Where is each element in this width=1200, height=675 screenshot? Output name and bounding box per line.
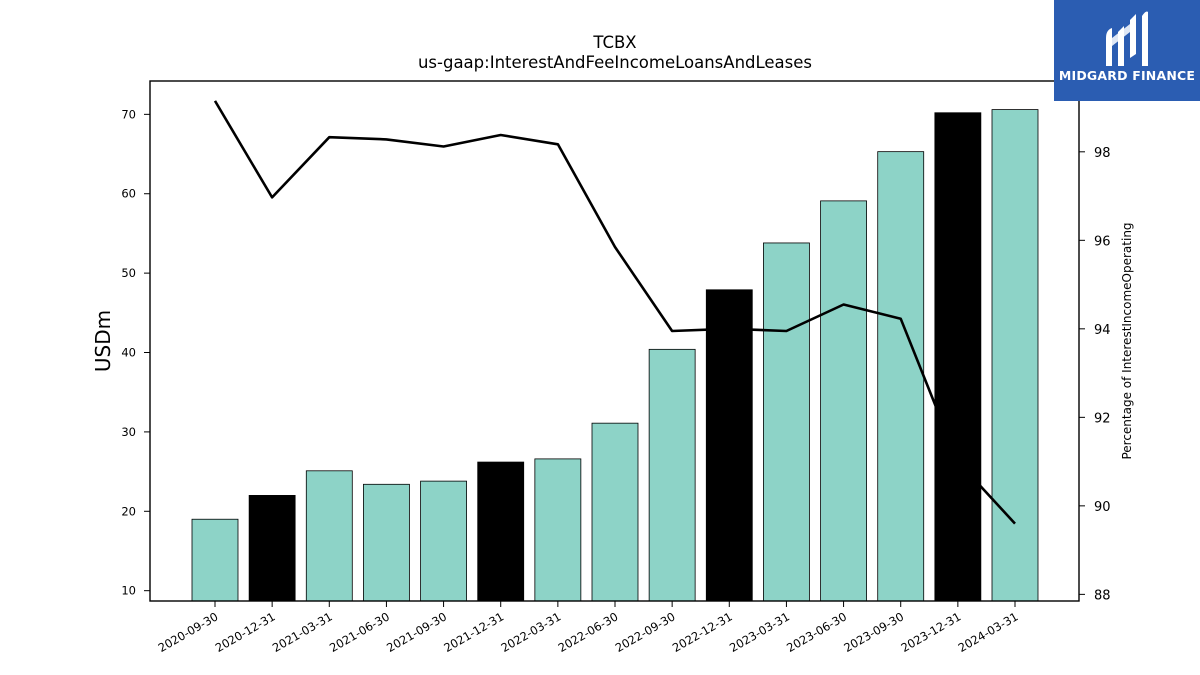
x-tick-label: 2023-06-30 [784, 609, 849, 655]
y2-tick-label: 88 [1094, 588, 1111, 603]
bar-2022-09-30 [648, 348, 696, 602]
bar-2023-09-30 [877, 151, 925, 602]
bar-2024-03-31 [991, 109, 1039, 602]
line-group [213, 100, 1016, 525]
bar-2022-03-31 [534, 458, 582, 602]
line-series [213, 100, 1016, 525]
x-tick-label: 2021-03-31 [270, 609, 335, 655]
bar-2023-12-31 [934, 112, 982, 602]
x-axis: 2020-09-302020-12-312021-03-312021-06-30… [156, 601, 1021, 655]
x-tick-label: 2023-12-31 [898, 609, 963, 655]
y2-tick-label: 94 [1094, 323, 1111, 338]
bar-2023-06-30 [820, 200, 867, 602]
bar-group [191, 109, 1039, 602]
x-tick-label: 2021-12-31 [441, 609, 506, 655]
bar-2021-03-31 [305, 470, 353, 602]
y2-axis-label: Percentage of InterestIncomeOperating [1120, 222, 1134, 459]
y2-tick-label: 96 [1094, 234, 1111, 249]
bar-2020-09-30 [191, 518, 239, 602]
x-tick-label: 2022-06-30 [556, 609, 621, 655]
logo-text: MIDGARD FINANCE [1058, 68, 1196, 83]
chart-title: TCBX [592, 33, 636, 52]
logo-mark-icon [1106, 11, 1148, 66]
y2-tick-label: 92 [1094, 411, 1111, 426]
bar-2022-12-31 [705, 289, 753, 602]
bar-2023-03-31 [763, 242, 810, 602]
x-tick-label: 2023-03-31 [727, 609, 792, 655]
y-axis-right: 88 90 92 94 96 98 [1079, 146, 1111, 603]
bar-2021-12-31 [477, 461, 525, 602]
y-tick-label: 40 [121, 346, 136, 360]
bar-2021-09-30 [420, 480, 467, 602]
x-tick-label: 2021-09-30 [384, 609, 449, 655]
x-tick-label: 2024-03-31 [956, 609, 1021, 655]
y-tick-label: 70 [121, 107, 136, 121]
chart-subtitle: us-gaap:InterestAndFeeIncomeLoansAndLeas… [418, 53, 812, 72]
y-axis-label: USDm [91, 310, 115, 372]
x-tick-label: 2020-12-31 [213, 609, 278, 655]
bar-2022-06-30 [591, 422, 639, 602]
bar-2020-12-31 [248, 495, 296, 602]
y-tick-label: 30 [121, 425, 136, 439]
y-tick-label: 60 [121, 187, 136, 201]
y2-tick-label: 98 [1094, 146, 1111, 161]
y-tick-label: 10 [121, 584, 136, 598]
x-tick-label: 2020-09-30 [156, 609, 221, 655]
brand-logo: MIDGARD FINANCE [1054, 0, 1200, 101]
bar-2021-06-30 [363, 483, 410, 602]
y-axis-left: 10 20 30 40 50 60 70 [121, 107, 150, 598]
x-tick-label: 2023-09-30 [841, 609, 906, 655]
y2-tick-label: 90 [1094, 500, 1111, 515]
x-tick-label: 2022-03-31 [498, 609, 563, 655]
y-tick-label: 50 [121, 266, 136, 280]
x-tick-label: 2022-09-30 [613, 609, 678, 655]
x-tick-label: 2022-12-31 [670, 609, 735, 655]
x-tick-label: 2021-06-30 [327, 609, 392, 655]
y-tick-label: 20 [121, 504, 136, 518]
